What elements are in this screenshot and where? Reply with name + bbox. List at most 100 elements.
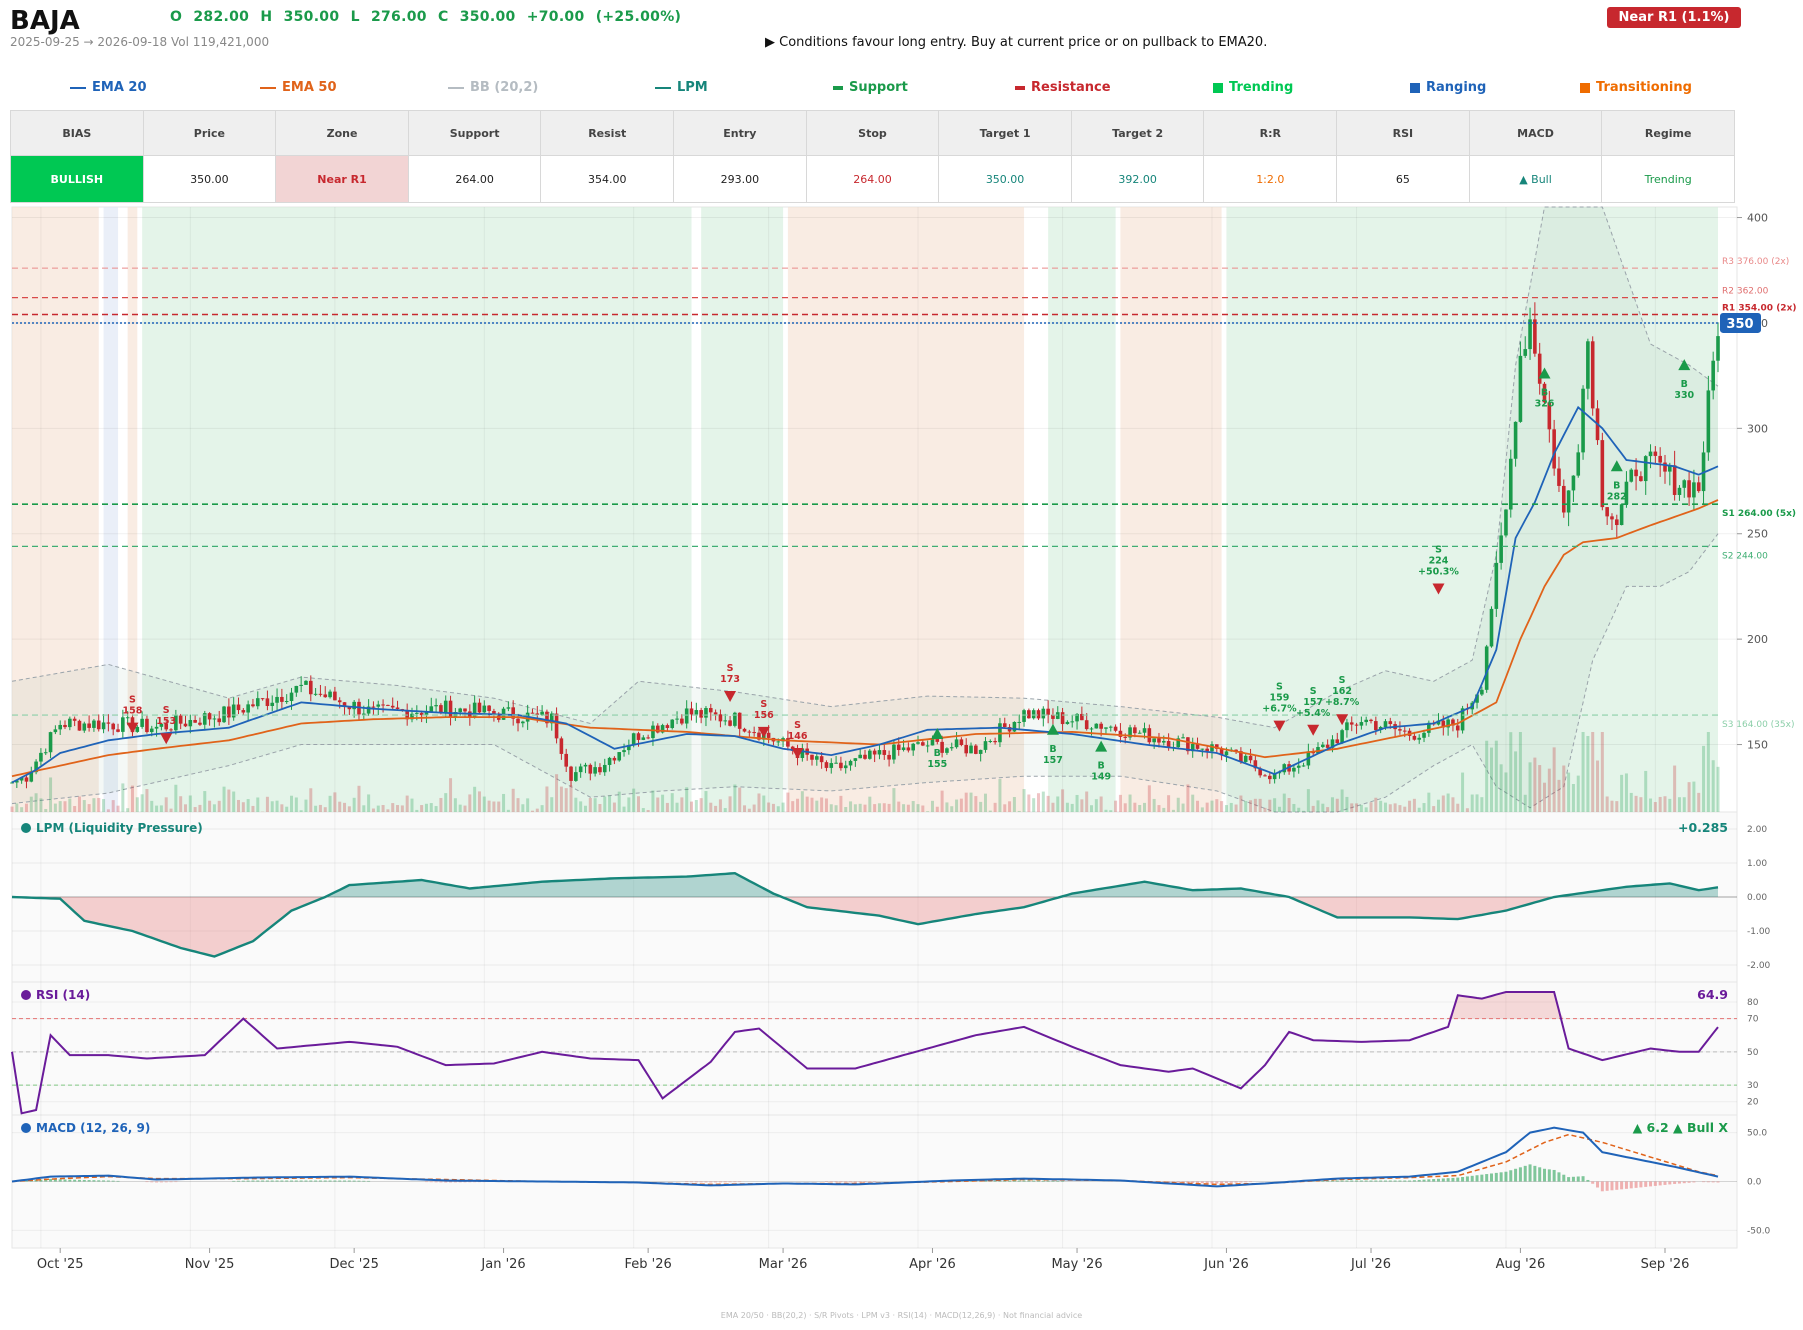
volume-bar: [391, 803, 395, 812]
volume-bar: [1056, 796, 1060, 812]
candle-body: [1441, 720, 1446, 728]
candle: [680, 714, 684, 726]
candle: [988, 739, 993, 744]
volume-bar: [993, 802, 997, 812]
macd-histogram-bar: [87, 1180, 91, 1182]
macd-histogram-bar: [1335, 1180, 1339, 1182]
volume-bar: [1335, 798, 1339, 812]
macd-histogram-bar: [424, 1181, 428, 1183]
x-tick-label: Jun '26: [1203, 1257, 1249, 1272]
candle-body: [1060, 712, 1065, 725]
volume-bar: [502, 793, 506, 812]
regime-band-trending: [701, 207, 784, 812]
volume-bar: [1359, 804, 1363, 812]
macd-histogram-bar: [1046, 1180, 1050, 1182]
volume-bar: [988, 810, 992, 812]
volume-bar: [1302, 810, 1306, 812]
candle-body: [670, 719, 675, 728]
candle: [1104, 727, 1108, 734]
support-label: S3 164.00 (35x): [1722, 720, 1794, 730]
macd-histogram-bar: [251, 1180, 255, 1182]
macd-histogram-bar: [1041, 1180, 1045, 1182]
candle: [318, 684, 323, 697]
candle: [1561, 479, 1566, 518]
volume-bar: [1716, 766, 1720, 812]
candle: [468, 704, 472, 726]
candle-body: [728, 720, 732, 726]
candle-body: [949, 747, 954, 749]
macd-histogram-bar: [343, 1180, 347, 1182]
sell-arrow-icon: [1432, 583, 1445, 595]
candle-body: [1484, 646, 1489, 690]
summary-column-header: MACD: [1468, 110, 1603, 156]
macd-histogram-bar: [362, 1180, 366, 1182]
candle-body: [362, 713, 366, 715]
candle-body: [747, 731, 752, 733]
candle-body: [636, 733, 641, 740]
candle: [1147, 724, 1152, 745]
volume-bar: [333, 792, 337, 812]
signal-label: S: [1276, 682, 1283, 693]
candle: [1639, 471, 1643, 482]
candle-body: [255, 698, 260, 707]
macd-histogram-bar: [863, 1181, 867, 1183]
candle: [1296, 758, 1301, 774]
macd-histogram-bar: [829, 1181, 833, 1183]
summary-column-header: Zone: [275, 110, 409, 156]
macd-histogram-bar: [1682, 1181, 1686, 1184]
candle: [1484, 644, 1489, 693]
candle: [1571, 475, 1576, 502]
candle-body: [680, 718, 684, 724]
macd-histogram-bar: [714, 1181, 718, 1183]
candle: [728, 716, 732, 727]
candle: [1586, 338, 1590, 400]
candle: [877, 744, 882, 760]
macd-histogram-bar: [63, 1179, 67, 1182]
macd-histogram-bar: [1244, 1181, 1248, 1183]
candle-body: [1002, 723, 1007, 728]
candle-body: [1581, 388, 1585, 453]
volume-bar: [487, 800, 491, 812]
volume-bar: [675, 802, 679, 812]
volume-bar: [352, 797, 356, 812]
candle-body: [1668, 465, 1672, 472]
volume-bar: [887, 803, 891, 812]
signal-label: 162: [1332, 686, 1352, 697]
candle: [164, 719, 169, 732]
macd-histogram-bar: [53, 1179, 57, 1182]
volume-bar: [685, 787, 689, 812]
candle: [1128, 724, 1132, 741]
volume-bar: [1369, 802, 1373, 812]
candle: [260, 698, 265, 701]
candle: [145, 715, 149, 734]
legend-label: EMA 50: [282, 80, 337, 95]
candle-body: [1133, 727, 1137, 734]
volume-bar: [468, 794, 472, 812]
candle-body: [101, 722, 106, 730]
candle: [92, 719, 96, 732]
candle: [737, 712, 742, 737]
volume-bar: [868, 796, 872, 812]
candle: [443, 695, 448, 718]
volume-bar: [140, 794, 144, 812]
macd-histogram-bar: [1591, 1181, 1595, 1184]
candle-body: [140, 718, 144, 727]
candle: [1716, 322, 1720, 373]
regime-band-ranging: [103, 207, 119, 812]
bollinger-band-fill: [12, 207, 1718, 812]
candle: [1499, 522, 1503, 570]
macd-histogram-bar: [1330, 1180, 1334, 1182]
candle: [299, 676, 303, 693]
candle-body: [1489, 608, 1494, 647]
macd-histogram-bar: [1663, 1181, 1667, 1185]
volume-bar: [376, 805, 380, 812]
macd-histogram-bar: [275, 1180, 279, 1182]
volume-bar: [10, 806, 14, 812]
candle-body: [212, 718, 217, 720]
candle: [1321, 741, 1325, 749]
signal-label: 156: [754, 710, 774, 721]
volume-bar: [492, 801, 496, 812]
volume-bar: [1581, 732, 1585, 812]
buy-arrow-icon: [1678, 359, 1691, 371]
